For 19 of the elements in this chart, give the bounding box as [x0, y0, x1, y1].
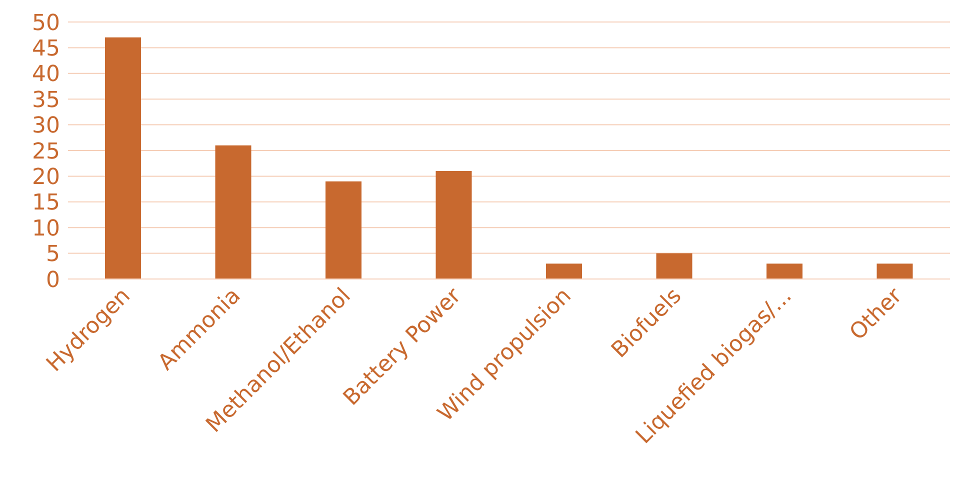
y-tick-label: 0: [46, 268, 60, 293]
bar: [656, 253, 692, 279]
y-tick-label: 25: [32, 139, 60, 164]
y-tick-label: 10: [32, 216, 60, 242]
y-tick-label: 45: [32, 36, 60, 62]
bar: [215, 145, 252, 279]
y-tick-label: 35: [32, 88, 60, 113]
y-tick-label: 40: [32, 62, 60, 88]
y-tick-label: 20: [32, 165, 60, 190]
bar: [105, 37, 141, 279]
bar: [546, 264, 582, 279]
y-tick-label: 30: [32, 114, 60, 139]
y-tick-label: 50: [32, 10, 60, 36]
y-tick-label: 5: [46, 242, 60, 268]
bar: [876, 264, 913, 279]
bar: [436, 171, 472, 279]
bar: [326, 181, 362, 279]
y-tick-label: 15: [32, 190, 60, 216]
bar: [766, 264, 802, 279]
